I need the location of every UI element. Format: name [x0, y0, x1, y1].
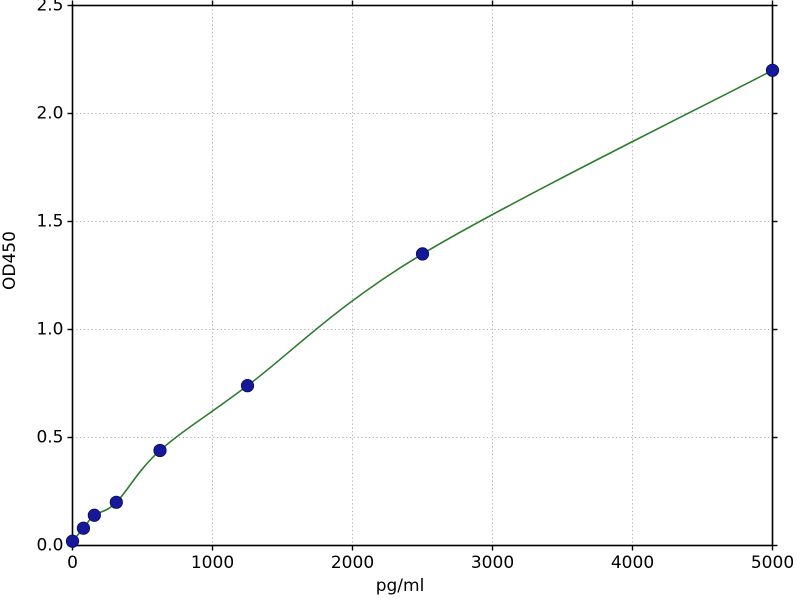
y-axis-title: OD450 [0, 231, 20, 290]
y-axis-tick-label: 2.5 [36, 0, 64, 15]
data-point [87, 508, 101, 522]
y-axis-tick-label: 0.5 [36, 427, 64, 447]
data-point [415, 247, 430, 261]
data-point [76, 521, 91, 535]
y-axis-tick-label: 2.0 [36, 103, 64, 123]
x-axis-tick-label: 5000 [750, 552, 795, 573]
data-point [65, 534, 80, 548]
x-axis-tick-label: 4000 [610, 552, 655, 573]
x-axis-title: pg/ml [375, 576, 425, 596]
axis-ticks [67, 0, 778, 551]
y-axis-tick-label: 1.5 [36, 211, 64, 231]
x-axis-tick-label: 0 [67, 552, 78, 573]
data-point [153, 443, 167, 458]
y-axis-tick-label: 0.0 [36, 535, 64, 555]
data-point-markers [65, 63, 780, 548]
data-point [765, 63, 780, 77]
x-axis-tick-label: 1000 [190, 552, 235, 573]
plot-frame [71, 4, 774, 547]
y-axis-tick-label: 1.0 [36, 319, 64, 339]
standard-curve-line [71, 69, 773, 542]
data-point [109, 495, 123, 509]
x-axis-tick-label: 3000 [470, 552, 515, 573]
grid-lines [72, 5, 773, 546]
x-axis-tick-label: 2000 [330, 552, 375, 573]
data-point [240, 379, 255, 393]
